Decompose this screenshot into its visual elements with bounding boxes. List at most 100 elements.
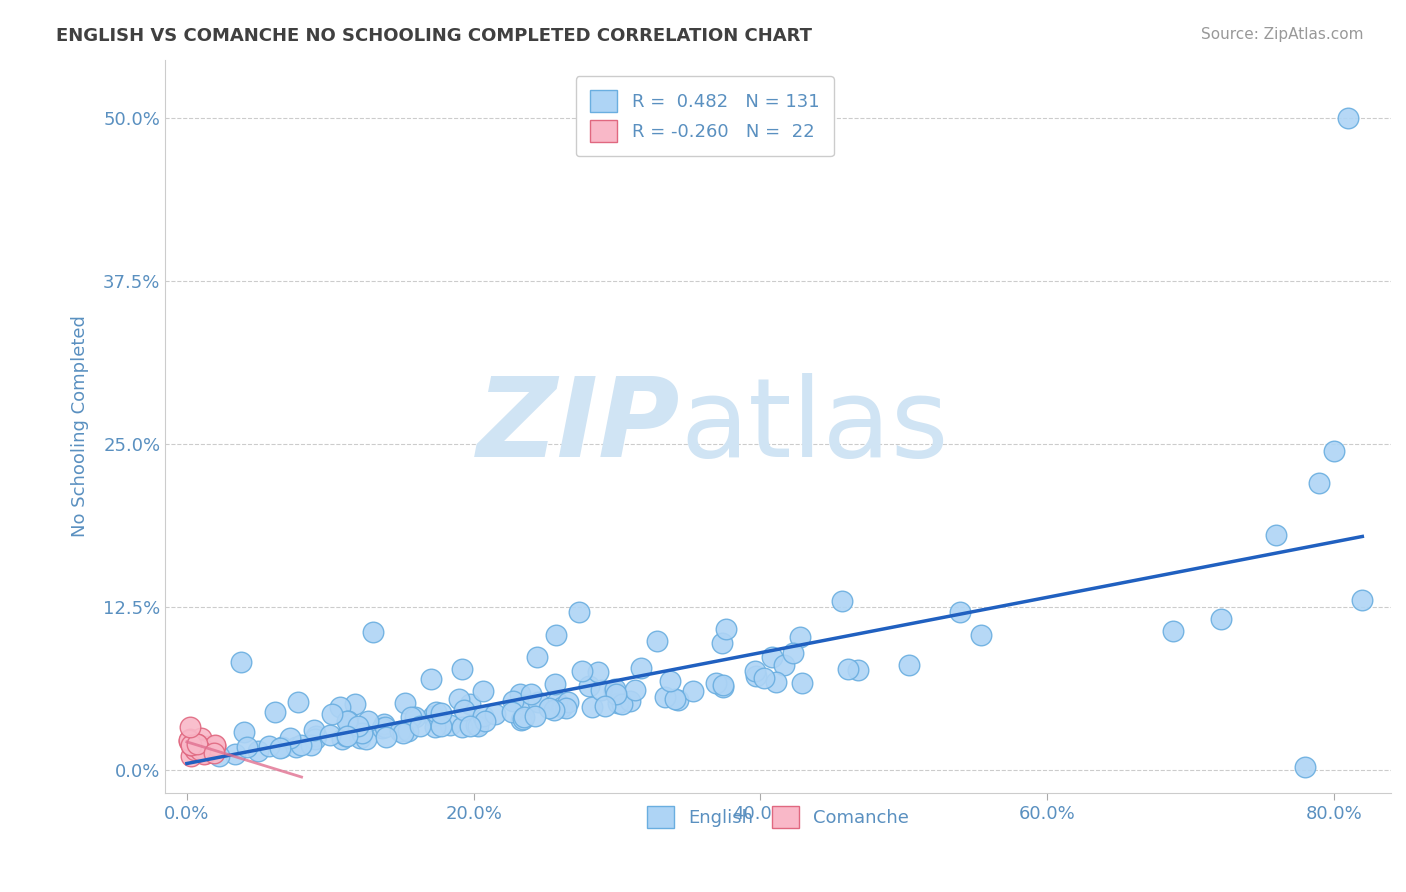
Point: [373, 716, 395, 731]
Text: atlas: atlas: [681, 373, 949, 480]
Point: [571, 665, 593, 679]
Point: [630, 661, 652, 675]
Legend: English, Comanche: English, Comanche: [640, 799, 917, 836]
Point: [509, 686, 531, 700]
Point: [229, 655, 252, 669]
Point: [186, 737, 208, 751]
Point: [610, 697, 633, 711]
Point: [458, 697, 481, 711]
Point: [394, 696, 416, 710]
Point: [264, 706, 287, 720]
Point: [502, 694, 524, 708]
Point: [349, 731, 371, 746]
Point: [357, 714, 380, 729]
Point: [336, 729, 359, 743]
Point: [664, 692, 686, 706]
Point: [509, 713, 531, 727]
Point: [184, 742, 207, 756]
Point: [792, 676, 814, 690]
Point: [404, 710, 426, 724]
Point: [745, 669, 768, 683]
Point: [389, 724, 412, 739]
Point: [430, 706, 453, 721]
Point: [589, 682, 612, 697]
Point: [472, 684, 495, 698]
Point: [744, 664, 766, 678]
Point: [474, 714, 496, 728]
Point: [512, 712, 534, 726]
Point: [606, 696, 628, 710]
Point: [180, 738, 202, 752]
Point: [526, 649, 548, 664]
Point: [546, 695, 568, 709]
Point: [202, 746, 225, 760]
Point: [603, 684, 626, 698]
Point: [654, 690, 676, 704]
Point: [1161, 624, 1184, 639]
Point: [371, 721, 394, 735]
Point: [330, 732, 353, 747]
Point: [543, 703, 565, 717]
Point: [290, 738, 312, 752]
Point: [235, 739, 257, 754]
Point: [335, 729, 357, 743]
Point: [484, 706, 506, 721]
Point: [555, 701, 578, 715]
Point: [752, 671, 775, 685]
Point: [453, 703, 475, 717]
Point: [515, 698, 537, 712]
Point: [658, 673, 681, 688]
Point: [513, 710, 536, 724]
Point: [538, 701, 561, 715]
Point: [704, 676, 727, 690]
Point: [898, 657, 921, 672]
Point: [247, 744, 270, 758]
Point: [527, 695, 550, 709]
Point: [831, 594, 853, 608]
Point: [177, 733, 200, 747]
Point: [361, 624, 384, 639]
Point: [191, 742, 214, 756]
Point: [846, 663, 869, 677]
Point: [190, 731, 212, 745]
Point: [551, 699, 574, 714]
Point: [321, 707, 343, 722]
Point: [343, 697, 366, 711]
Point: [269, 740, 291, 755]
Point: [645, 634, 668, 648]
Point: [204, 738, 226, 752]
Point: [287, 695, 309, 709]
Point: [285, 739, 308, 754]
Point: [668, 693, 690, 707]
Point: [180, 738, 202, 752]
Point: [544, 627, 567, 641]
Point: [460, 719, 482, 733]
Point: [304, 732, 326, 747]
Point: [1308, 476, 1330, 491]
Point: [1323, 443, 1346, 458]
Point: [682, 684, 704, 698]
Point: [711, 678, 734, 692]
Point: [419, 672, 441, 686]
Point: [772, 657, 794, 672]
Point: [464, 717, 486, 731]
Point: [837, 662, 859, 676]
Point: [586, 665, 609, 680]
Point: [782, 646, 804, 660]
Point: [233, 724, 256, 739]
Point: [408, 719, 430, 733]
Point: [278, 731, 301, 746]
Point: [557, 695, 579, 709]
Point: [568, 606, 591, 620]
Point: [305, 729, 328, 743]
Point: [761, 649, 783, 664]
Point: [1337, 112, 1360, 126]
Point: [450, 721, 472, 735]
Point: [519, 687, 541, 701]
Point: [177, 732, 200, 747]
Point: [179, 731, 201, 746]
Point: [188, 739, 211, 753]
Point: [391, 726, 413, 740]
Point: [451, 662, 474, 676]
Point: [179, 720, 201, 734]
